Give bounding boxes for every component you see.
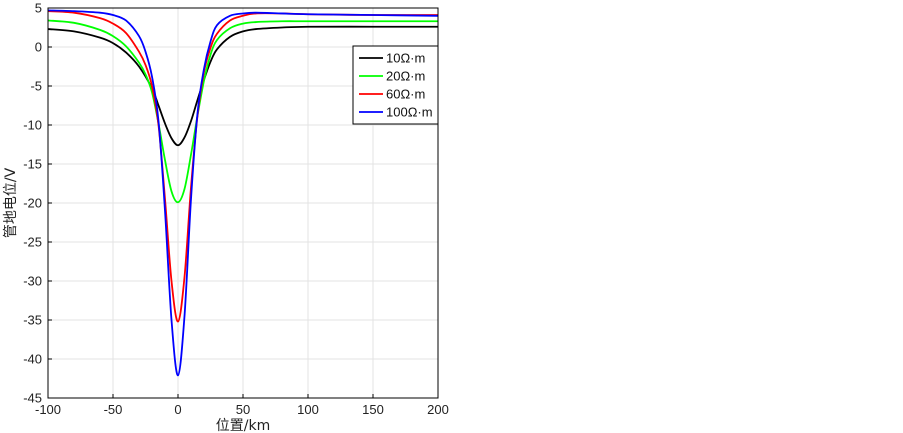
legend-label: 20Ω·m [386,69,425,84]
y-tick-label: -35 [23,313,42,328]
y-tick-label: -45 [23,391,42,406]
y-tick-label: 5 [35,1,42,16]
y-tick-label: -15 [23,157,42,172]
y-tick-label: -20 [23,196,42,211]
legend-box [352,45,439,125]
legend-label: 100Ω·m [386,105,433,120]
y-tick-label: 0 [35,40,42,55]
series-lines [47,9,439,377]
x-tick-label: -50 [104,402,123,417]
y-tick-label: -25 [23,235,42,250]
x-tick-label: -100 [35,402,61,417]
series-line-0 [47,25,438,147]
legend-label: 60Ω·m [386,87,425,102]
x-tick-label: 100 [297,402,319,417]
series-line-1 [47,19,438,204]
y-tick-label: -30 [23,274,42,289]
y-axis-title: 管地电位/V [3,167,19,238]
x-tick-label: 150 [362,402,384,417]
x-tick-label: 50 [236,402,250,417]
legend-label: 10Ω·m [386,51,425,66]
legend: 10Ω·m 20Ω·m 60Ω·m 100Ω·m [352,45,439,125]
x-tick-label: 0 [174,402,181,417]
x-tick-label: 200 [427,402,449,417]
axis-ticks: -100 -50 0 50 100 150 20050-5-10-15-20-25-30-3… [23,1,449,418]
series-line-3 [47,9,439,377]
y-tick-label: -40 [23,352,42,367]
y-tick-label: -5 [30,79,42,94]
x-axis-title: 位置/km [216,418,270,433]
y-tick-label: -10 [23,118,42,133]
